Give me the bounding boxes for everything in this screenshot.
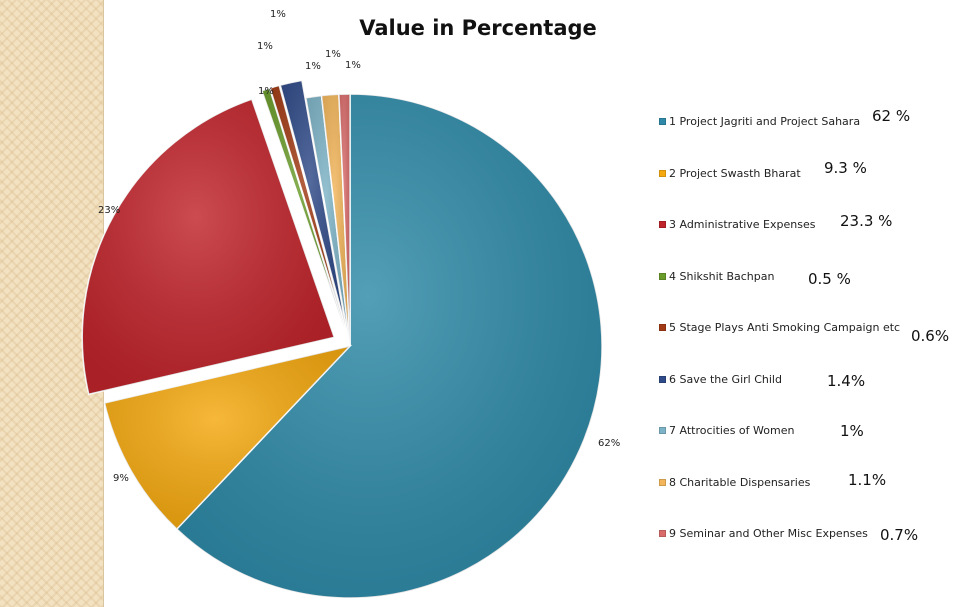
legend-item-3: 3 Administrative Expenses bbox=[659, 218, 815, 231]
data-label-4: 1% bbox=[258, 86, 274, 97]
data-label-9: 1% bbox=[345, 60, 361, 71]
pie-slice-shading-4 bbox=[261, 88, 345, 329]
legend-item-4: 4 Shikshit Bachpan bbox=[659, 270, 774, 283]
legend-label-5: 5 Stage Plays Anti Smoking Campaign etc bbox=[669, 321, 901, 334]
legend-label-2: 2 Project Swasth Bharat bbox=[669, 166, 801, 180]
legend-label-1: 1 Project Jagriti and Project Sahara bbox=[669, 115, 861, 128]
legend-swatch-1 bbox=[659, 118, 666, 125]
legend-item-7: 7 Attrocities of Women bbox=[659, 424, 794, 437]
legend-value-1: 62 % bbox=[872, 107, 911, 125]
legend-label-4: 4 Shikshit Bachpan bbox=[669, 269, 775, 283]
chart-title: Value in Percentage bbox=[359, 16, 597, 40]
data-label-8: 1% bbox=[325, 49, 341, 60]
legend-value-6: 1.4% bbox=[827, 371, 866, 390]
legend-label-8: 8 Charitable Dispensaries bbox=[669, 475, 811, 489]
legend-swatch-2 bbox=[659, 169, 666, 177]
legend-swatch-3 bbox=[659, 221, 666, 228]
data-label-3: 23% bbox=[98, 205, 120, 216]
data-label-1: 62% bbox=[598, 438, 620, 449]
pie-slice-shading-3 bbox=[82, 99, 335, 395]
data-label-2: 9% bbox=[113, 473, 129, 484]
pie-slice-shading-7 bbox=[305, 95, 350, 346]
pie-slice-shading-5 bbox=[270, 85, 345, 329]
legend-item-5: 5 Stage Plays Anti Smoking Campaign etc bbox=[659, 321, 900, 334]
legend-swatch-5 bbox=[659, 324, 666, 331]
legend-label-6: 6 Save the Girl Child bbox=[669, 372, 782, 386]
data-label-5: 1% bbox=[257, 41, 273, 52]
legend-swatch-4 bbox=[659, 272, 666, 280]
legend-value-5: 0.6% bbox=[911, 327, 950, 345]
legend-item-1: 1 Project Jagriti and Project Sahara bbox=[659, 115, 860, 128]
legend-value-7: 1% bbox=[840, 422, 864, 440]
legend-item-6: 6 Save the Girl Child bbox=[659, 373, 782, 386]
legend-label-7: 7 Attrocities of Women bbox=[669, 424, 795, 437]
legend-label-9: 9 Seminar and Other Misc Expenses bbox=[669, 527, 868, 540]
pie-slice-shading-2 bbox=[104, 346, 350, 530]
legend-value-3: 23.3 % bbox=[840, 212, 893, 230]
legend-item-2: 2 Project Swasth Bharat bbox=[659, 167, 801, 180]
legend-item-8: 8 Charitable Dispensaries bbox=[659, 476, 810, 489]
legend-swatch-6 bbox=[659, 375, 666, 383]
legend-label-3: 3 Administrative Expenses bbox=[669, 218, 816, 231]
legend-swatch-7 bbox=[659, 427, 666, 434]
data-label-7: 1% bbox=[305, 61, 321, 72]
legend-value-8: 1.1% bbox=[848, 470, 887, 489]
legend-item-9: 9 Seminar and Other Misc Expenses bbox=[659, 527, 868, 540]
legend-swatch-9 bbox=[659, 530, 666, 537]
legend-swatch-8 bbox=[659, 478, 666, 486]
pie-slice-shading-1 bbox=[176, 94, 602, 598]
legend-value-2: 9.3 % bbox=[824, 158, 867, 177]
pie-slice-shading-6 bbox=[280, 80, 347, 329]
pie-slice-shading-9 bbox=[338, 94, 350, 346]
pie-slice-shading-8 bbox=[321, 94, 350, 346]
legend-value-4: 0.5 % bbox=[808, 269, 851, 288]
data-label-6: 1% bbox=[270, 9, 286, 20]
legend-value-9: 0.7% bbox=[880, 526, 919, 544]
